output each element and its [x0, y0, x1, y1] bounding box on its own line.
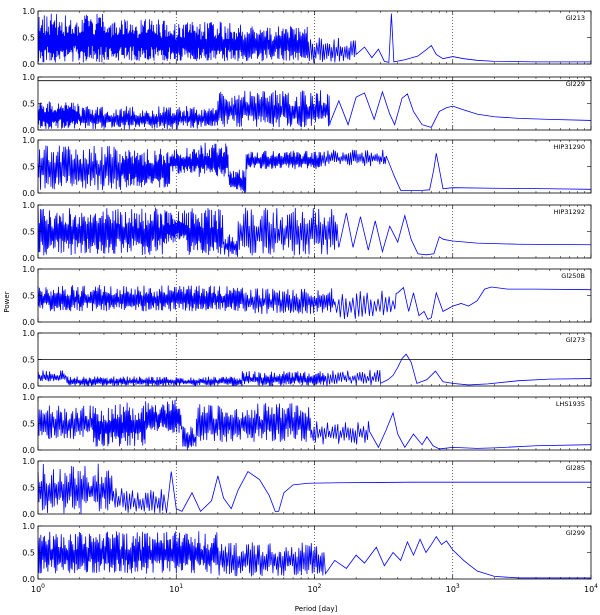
- y-tick-label: 0.5: [22, 549, 35, 558]
- power-series-line: [37, 142, 592, 193]
- panel-name-label: HIP31290: [554, 143, 585, 151]
- panel-gl299: 0.0 0.5 1.0 Gl299: [22, 522, 592, 584]
- panel-name-label: Gl229: [566, 80, 585, 88]
- y-tick-label: 1.0: [22, 201, 35, 210]
- power-series-line: [37, 531, 591, 579]
- panel-name-label: Gl273: [566, 336, 585, 344]
- y-tick-label: 0.0: [22, 382, 35, 391]
- panel-name-label: HIP31292: [554, 208, 585, 216]
- panel-hip31290: 0.0 0.5 1.0 HIP31290: [22, 136, 592, 198]
- panel-gl213: 0.0 0.5 1.0 Gl213: [22, 7, 592, 69]
- y-tick-label: 0.5: [22, 356, 35, 365]
- y-tick-label: 1.0: [22, 7, 35, 16]
- y-tick-label: 0.5: [22, 34, 35, 43]
- x-tick-label: 103: [446, 583, 460, 594]
- y-tick-label: 0.5: [22, 100, 35, 109]
- power-series-line: [37, 399, 592, 450]
- y-tick-label: 1.0: [22, 73, 35, 82]
- x-tick-label: 100: [31, 583, 45, 594]
- x-axis: 100 101 102 103 104: [31, 583, 598, 594]
- power-series-line: [37, 463, 591, 514]
- y-tick-label: 0.0: [22, 126, 35, 135]
- panel-gl250b: 0.0 0.5 1.0 Gl250B: [22, 265, 592, 327]
- x-axis-title: Period [day]: [295, 605, 338, 613]
- y-tick-label: 0.5: [22, 163, 35, 172]
- y-tick-label: 0.5: [22, 420, 35, 429]
- y-tick-label: 1.0: [22, 136, 35, 145]
- y-tick-label: 1.0: [22, 265, 35, 274]
- y-tick-label: 1.0: [22, 457, 35, 466]
- panel-gl273: 0.0 0.5 1.0 Gl273: [22, 329, 592, 391]
- y-tick-label: 0.0: [22, 575, 35, 584]
- y-tick-label: 1.0: [22, 329, 35, 338]
- y-tick-label: 0.5: [22, 484, 35, 493]
- panel-gl229: 0.0 0.5 1.0 Gl229: [22, 73, 592, 135]
- y-tick-label: 0.0: [22, 189, 35, 198]
- panel-name-label: Gl285: [566, 464, 585, 472]
- y-tick-label: 1.0: [22, 522, 35, 531]
- y-tick-label: 0.0: [22, 318, 35, 327]
- panel-name-label: Gl250B: [561, 272, 585, 280]
- panel-name-label: Gl299: [566, 529, 585, 537]
- power-series-line: [37, 90, 592, 130]
- power-series-line: [37, 353, 592, 387]
- panel-name-label: Gl213: [566, 14, 585, 22]
- panel-lhs1935: 0.0 0.5 1.0 LHS1935: [22, 393, 592, 455]
- y-tick-label: 0.0: [22, 254, 35, 263]
- power-series-line: [37, 284, 592, 320]
- y-tick-label: 0.0: [22, 510, 35, 519]
- panels-group: 0.0 0.5 1.0 Gl213 0.0 0.5 1.0 Gl229 0.0 0.5 1.0 HIP…: [22, 7, 592, 584]
- panel-name-label: LHS1935: [556, 400, 585, 408]
- x-tick-label: 101: [169, 583, 183, 594]
- y-axis-title: Power: [3, 291, 11, 312]
- y-tick-label: 0.0: [22, 60, 35, 69]
- y-tick-label: 1.0: [22, 393, 35, 402]
- x-tick-label: 102: [307, 583, 321, 594]
- panel-hip31292: 0.0 0.5 1.0 HIP31292: [22, 201, 592, 263]
- power-series-line: [37, 13, 591, 63]
- x-tick-label: 104: [584, 583, 598, 594]
- power-series-line: [37, 207, 592, 257]
- y-tick-label: 0.5: [22, 228, 35, 237]
- panel-gl285: 0.0 0.5 1.0 Gl285: [22, 457, 592, 519]
- y-tick-label: 0.5: [22, 292, 35, 301]
- y-tick-label: 0.0: [22, 446, 35, 455]
